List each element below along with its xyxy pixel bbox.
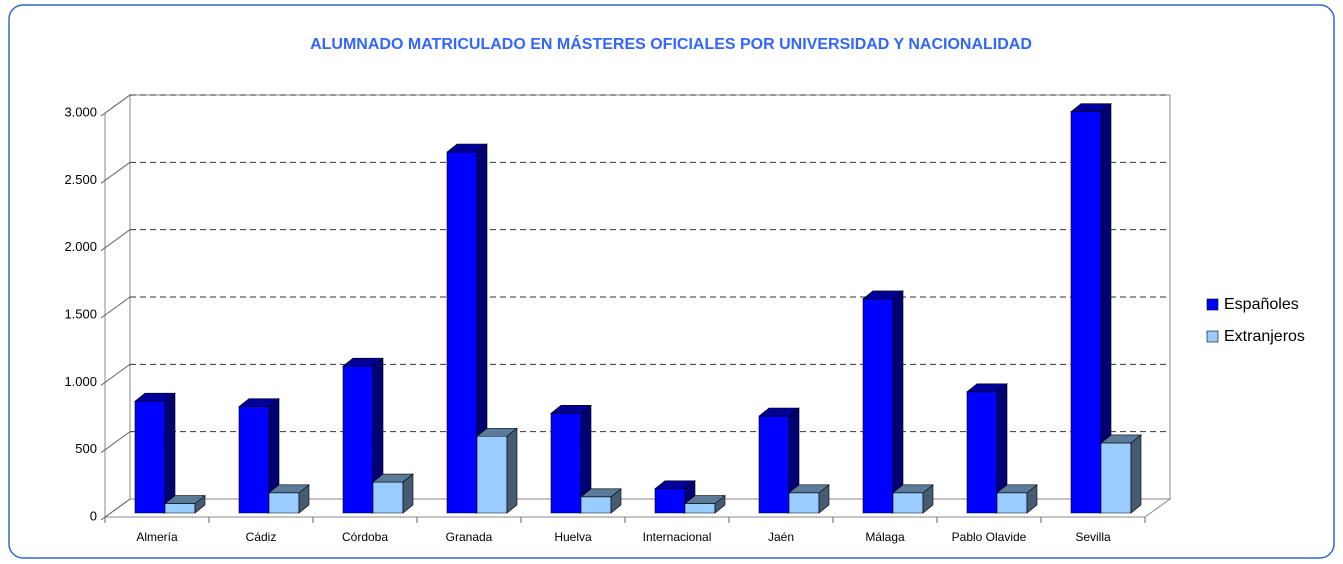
y-tick-label: 1.000 xyxy=(64,374,97,389)
x-tick-label: Internacional xyxy=(643,530,712,544)
bar-face xyxy=(134,392,176,402)
bar-face xyxy=(476,427,518,437)
bar xyxy=(580,488,622,514)
y-tick-label: 1.500 xyxy=(64,306,97,321)
bar xyxy=(758,407,800,514)
bar-face xyxy=(892,290,904,514)
bar-face xyxy=(966,383,1008,393)
y-tick-label: 2.000 xyxy=(64,239,97,254)
bar xyxy=(788,484,830,514)
bar-face xyxy=(1130,434,1142,514)
bar-face xyxy=(342,357,384,367)
x-tick-label: Cádiz xyxy=(246,530,277,544)
bar-face xyxy=(996,484,1038,494)
bar xyxy=(862,290,904,514)
bar-face xyxy=(134,400,166,514)
bar xyxy=(996,484,1038,514)
bar-face xyxy=(758,415,790,514)
bar-face xyxy=(892,484,934,494)
bar-face xyxy=(862,290,904,300)
bar-face xyxy=(1100,434,1142,444)
bar-face xyxy=(654,480,696,490)
bar-face xyxy=(892,492,924,514)
bar-face xyxy=(164,503,196,514)
y-tick xyxy=(100,296,131,319)
bar xyxy=(342,357,384,514)
y-tick-label: 3.000 xyxy=(64,104,97,119)
bar-face xyxy=(550,413,582,514)
bar xyxy=(892,484,934,514)
bar-face xyxy=(476,435,508,514)
bar-face xyxy=(238,406,270,514)
bar-face xyxy=(684,495,726,504)
bar-face xyxy=(966,391,998,514)
bar-face xyxy=(268,492,300,514)
x-tick-label: Sevilla xyxy=(1075,530,1111,544)
bar-face xyxy=(862,298,894,514)
y-tick-label: 500 xyxy=(75,441,97,456)
bar xyxy=(238,397,280,514)
bar xyxy=(372,473,414,514)
bar-face xyxy=(268,484,310,494)
bar-face xyxy=(238,398,280,407)
y-tick xyxy=(100,229,131,252)
bar-face xyxy=(996,492,1028,514)
legend-swatch xyxy=(1206,330,1219,343)
bar-face xyxy=(446,143,488,153)
y-tick xyxy=(100,94,131,117)
x-tick-label: Huelva xyxy=(554,530,592,544)
bar-face xyxy=(758,407,800,417)
bar xyxy=(268,484,310,514)
legend-swatch xyxy=(1206,298,1219,311)
chart-title: ALUMNADO MATRICULADO EN MÁSTERES OFICIAL… xyxy=(310,34,1032,53)
legend-label: Extranjeros xyxy=(1224,328,1305,345)
bar xyxy=(134,392,176,514)
bar-face xyxy=(788,484,830,494)
x-tick-label: Almería xyxy=(136,530,178,544)
bar-face xyxy=(506,427,518,514)
bar-face xyxy=(1070,111,1102,514)
bar-face xyxy=(788,492,820,514)
bar-face xyxy=(654,488,686,514)
x-tick-label: Jaén xyxy=(768,530,794,544)
y-tick-label: 2.500 xyxy=(64,172,97,187)
x-tick-label: Málaga xyxy=(865,530,905,544)
bar-face xyxy=(580,488,622,498)
y-tick xyxy=(100,363,131,386)
y-tick xyxy=(100,498,131,521)
y-tick xyxy=(100,161,131,184)
bar xyxy=(550,404,592,514)
bar xyxy=(476,427,518,514)
bar xyxy=(446,143,488,514)
y-tick xyxy=(100,431,131,454)
legend-label: Españoles xyxy=(1224,296,1299,313)
bar-face xyxy=(1100,442,1132,514)
x-tick-label: Granada xyxy=(446,530,493,544)
bar xyxy=(684,494,726,514)
bar-face xyxy=(164,392,176,514)
bar-face xyxy=(372,481,404,514)
bar xyxy=(1100,434,1142,514)
bar xyxy=(164,494,206,514)
bar-face xyxy=(580,496,612,514)
bar-face xyxy=(446,151,478,514)
x-tick-label: Córdoba xyxy=(342,530,388,544)
bar-face xyxy=(550,405,592,414)
bar xyxy=(966,383,1008,514)
y-tick-label: 0 xyxy=(90,508,97,523)
bar-face xyxy=(342,365,374,514)
bar-face xyxy=(164,495,206,504)
x-tick-label: Pablo Olavide xyxy=(952,530,1027,544)
bar-face xyxy=(684,503,716,514)
bar-face xyxy=(1070,103,1112,112)
bar-face xyxy=(372,473,414,483)
